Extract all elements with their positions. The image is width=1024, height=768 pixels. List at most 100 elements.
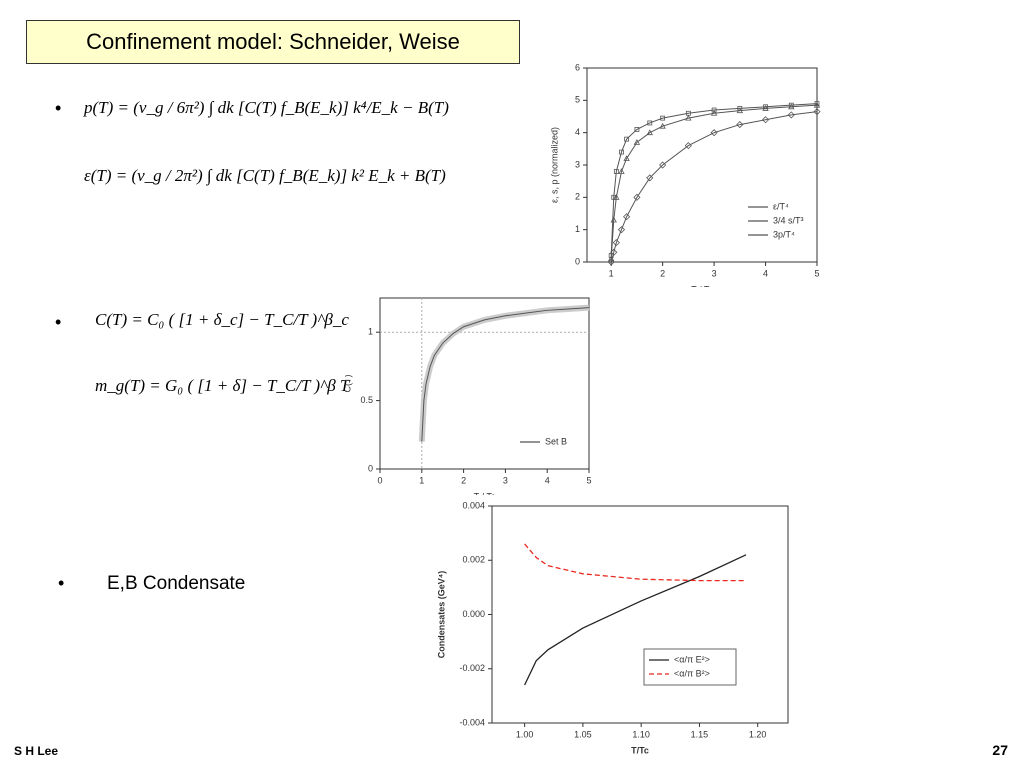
bullet: • [55,98,62,118]
y-tick-label: 4 [575,127,580,137]
y-tick-label: 1 [368,327,373,337]
plot-frame [379,297,590,470]
y-axis-label: ε, s, p (normalized) [549,127,559,203]
x-tick-label: 1.10 [632,729,650,739]
x-tick-label: 1.15 [691,729,709,739]
x-tick-label: 1.05 [574,729,592,739]
x-tick-label: 1.20 [749,729,767,739]
x-tick-label: 4 [763,268,768,278]
marker [633,139,641,145]
marker [613,194,620,200]
marker [761,116,770,124]
marker [610,216,617,223]
x-tick-label: 2 [660,268,665,278]
marker [612,239,620,247]
y-tick-label: 0 [575,256,580,266]
marker [813,101,821,108]
y-tick-label: 6 [575,62,580,72]
x-tick-label: 3 [712,268,717,278]
y-tick-label: 0.002 [462,555,485,565]
x-tick-label: 1.00 [516,729,534,739]
marker [624,136,630,142]
bullet: • [58,573,65,593]
bullet: • [55,312,62,332]
equation: ε(T) = (ν_g / 2π²) ∫ dk [C(T) f_B(E_k)] … [84,166,446,185]
legend-box [643,648,737,686]
equation: p(T) = (ν_g / 6π²) ∫ dk [C(T) f_B(E_k)] … [84,98,449,117]
x-axis-label: T / Tc [474,491,496,495]
legend-label: <α/π B²> [674,668,710,678]
y-tick-label: 5 [575,95,580,105]
x-tick-label: 2 [461,475,466,485]
y-tick-label: 1 [575,224,580,234]
x-tick-label: 1 [419,475,424,485]
equation: m_g(T) = G₀ ( [1 + δ] − T_C/T )^β T [95,376,350,395]
marker [646,129,653,136]
y-axis-label: C(T) [345,375,352,393]
series-line [610,111,818,263]
y-tick-label: 0 [368,463,373,473]
marker [659,161,667,169]
x-axis-label: T / Tc [691,284,713,287]
marker [684,142,692,150]
slide-title: Confinement model: Schneider, Weise [26,20,520,64]
marker [736,107,743,114]
x-tick-label: 4 [545,475,550,485]
footer: S H Lee [14,744,59,758]
x-tick-label: 5 [586,475,591,485]
marker [613,169,619,174]
marker [623,155,630,161]
marker [711,107,717,113]
y-tick-label: -0.004 [459,717,485,727]
marker [623,213,631,221]
legend-label: Set B [545,436,567,446]
series-line [524,554,747,686]
marker [610,248,618,256]
y-tick-label: 0.5 [360,395,373,405]
y-tick-label: 3 [575,159,580,169]
chart: 0 1 2 3 4 5 0 0.5 1 T / Tc C(T) Set B [345,297,592,495]
x-tick-label: 3 [503,475,508,485]
series-line [610,103,818,256]
marker [788,103,795,110]
series-line [421,307,590,442]
marker [607,258,615,266]
legend-label: 3/4 s/T³ [773,215,804,225]
y-axis-label: Condensates (GeV⁴) [436,571,446,658]
legend-label: ε/T⁴ [773,201,789,211]
marker [646,174,654,182]
legend-label: <α/π E²> [674,654,710,664]
series-line [610,104,818,259]
page-number: 27 [992,742,1008,758]
band [418,304,590,442]
marker [710,109,718,116]
chart: 1 2 3 4 5 0 1 2 3 4 5 6 T / Tc ε, s, p (normalized) ε/… [549,62,821,287]
y-tick-label: 0.000 [462,609,485,619]
y-tick-label: 0.004 [462,500,485,510]
marker [660,115,666,121]
marker [736,121,744,129]
marker [787,111,795,119]
marker [618,168,625,174]
x-tick-label: 5 [814,268,819,278]
marker [617,226,626,234]
x-tick-label: 1 [609,268,614,278]
plot-frame [491,505,789,724]
marker [659,122,666,129]
y-tick-label: 2 [575,192,580,202]
equation: C(T) = C₀ ( [1 + δ_c] − T_C/T )^β_c [95,310,349,329]
marker [634,127,640,132]
bullet-text: E,B Condensate [107,573,246,594]
x-tick-label: 0 [377,475,382,485]
marker [813,108,821,116]
marker [647,120,653,126]
marker [633,193,641,201]
y-tick-label: -0.002 [459,663,485,673]
marker [762,105,769,111]
chart: 1.00 1.05 1.10 1.15 1.20 -0.004 -0.002 0.000 0.0… [436,500,789,755]
series-line [524,543,747,582]
marker [710,129,718,137]
marker [619,149,624,155]
marker [685,114,692,121]
